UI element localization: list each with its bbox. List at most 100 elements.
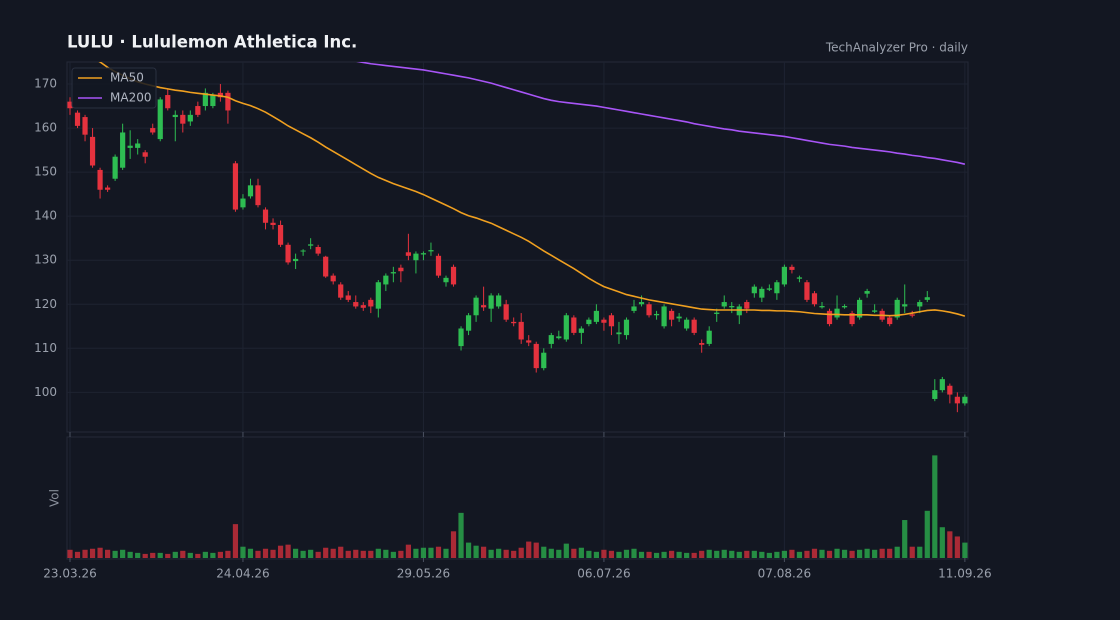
volume-bar [120,549,126,558]
y-tick-label: 110 [34,341,57,355]
candle-body [699,343,705,345]
volume-bar [375,548,381,558]
volume-bar [503,549,509,558]
volume-bar [729,550,735,558]
candle-body [902,304,908,307]
candle-body [458,328,464,347]
volume-bar [270,549,276,558]
candle-body [187,114,193,122]
candle-body [481,305,487,308]
volume-bar [879,548,885,558]
volume-bar [488,549,494,558]
volume-bar [150,552,156,558]
candle-body [74,112,81,126]
candle-body [736,306,742,316]
volume-bar [902,520,908,558]
candle-body [894,299,900,318]
volume-bar [894,546,900,558]
candle-body [706,330,712,344]
y-tick-label: 170 [34,77,57,91]
volume-bar [947,531,953,558]
volume-bar [225,550,231,558]
candle-body [744,302,750,309]
y-tick-label: 140 [34,209,57,223]
candle-body [308,244,314,246]
candle-body [450,266,457,285]
candle-body [97,169,103,190]
candle-body [556,336,562,339]
candle-body [465,315,472,331]
candle-body [601,319,607,323]
candle-body [398,267,404,272]
volume-bar [330,548,336,558]
ma-line [356,62,966,165]
volume-bar [864,548,870,558]
x-tick-label: 06.07.26 [577,567,630,581]
candle-body [616,332,622,335]
moving-averages [98,62,966,317]
volume-bar [646,551,652,558]
candle-body [345,295,351,300]
candle-body [548,335,554,344]
volume-bar [518,547,524,558]
volume-bar [826,550,833,558]
volume-bar [262,548,269,558]
candle-body [150,128,156,133]
candle-body [315,247,321,254]
candle-body [939,379,945,391]
volume-bar [939,527,945,558]
candle-body [819,306,825,308]
candle-body [571,317,577,333]
candle-body [157,99,163,140]
volume-bar [247,548,254,558]
volume-bar [676,551,682,558]
volume-bar [74,551,81,558]
volume-bar [398,550,404,558]
y-tick-label: 100 [34,385,57,399]
volume-bar [277,545,284,558]
candle-body [857,299,863,318]
volume-bar [180,550,186,558]
candle-body [217,92,223,98]
candle-body [751,286,757,294]
candle-body [729,306,735,308]
volume-bar [774,551,780,558]
volume-bar [360,550,366,558]
candle-body [841,306,848,308]
volume-bar [887,548,893,558]
candle-body [887,317,893,325]
volume-bar [390,551,396,558]
candle-body [360,305,366,308]
volume-bar [714,550,720,558]
volume-bar [202,551,208,558]
candle-body [67,101,73,109]
volume-bar [962,542,968,558]
candle-body [533,343,539,369]
candle-body [247,185,254,197]
volume-bar [405,544,411,558]
candle-body [954,396,960,404]
volume-bar [653,552,660,558]
candle-body [593,310,599,322]
volume-bar [766,552,772,558]
volume-bar [210,552,216,558]
price-frame [66,61,969,433]
candle-body [165,95,171,109]
volume-bar [563,543,569,558]
candle-body [849,313,855,325]
y-tick-label: 120 [34,297,57,311]
volume-bar [834,548,840,558]
candle-body [804,282,810,300]
volume-bar [420,547,427,558]
candle-body [435,255,442,276]
volume-bar [691,552,697,558]
volume-bar [435,546,442,558]
volume-bar [473,545,479,558]
candle-body [789,266,795,270]
candle-body [759,288,765,298]
candle-body [684,319,690,329]
volume-bar [496,548,502,558]
volume-bar [526,541,532,558]
candle-body [368,299,374,307]
volume-bar [285,544,291,558]
